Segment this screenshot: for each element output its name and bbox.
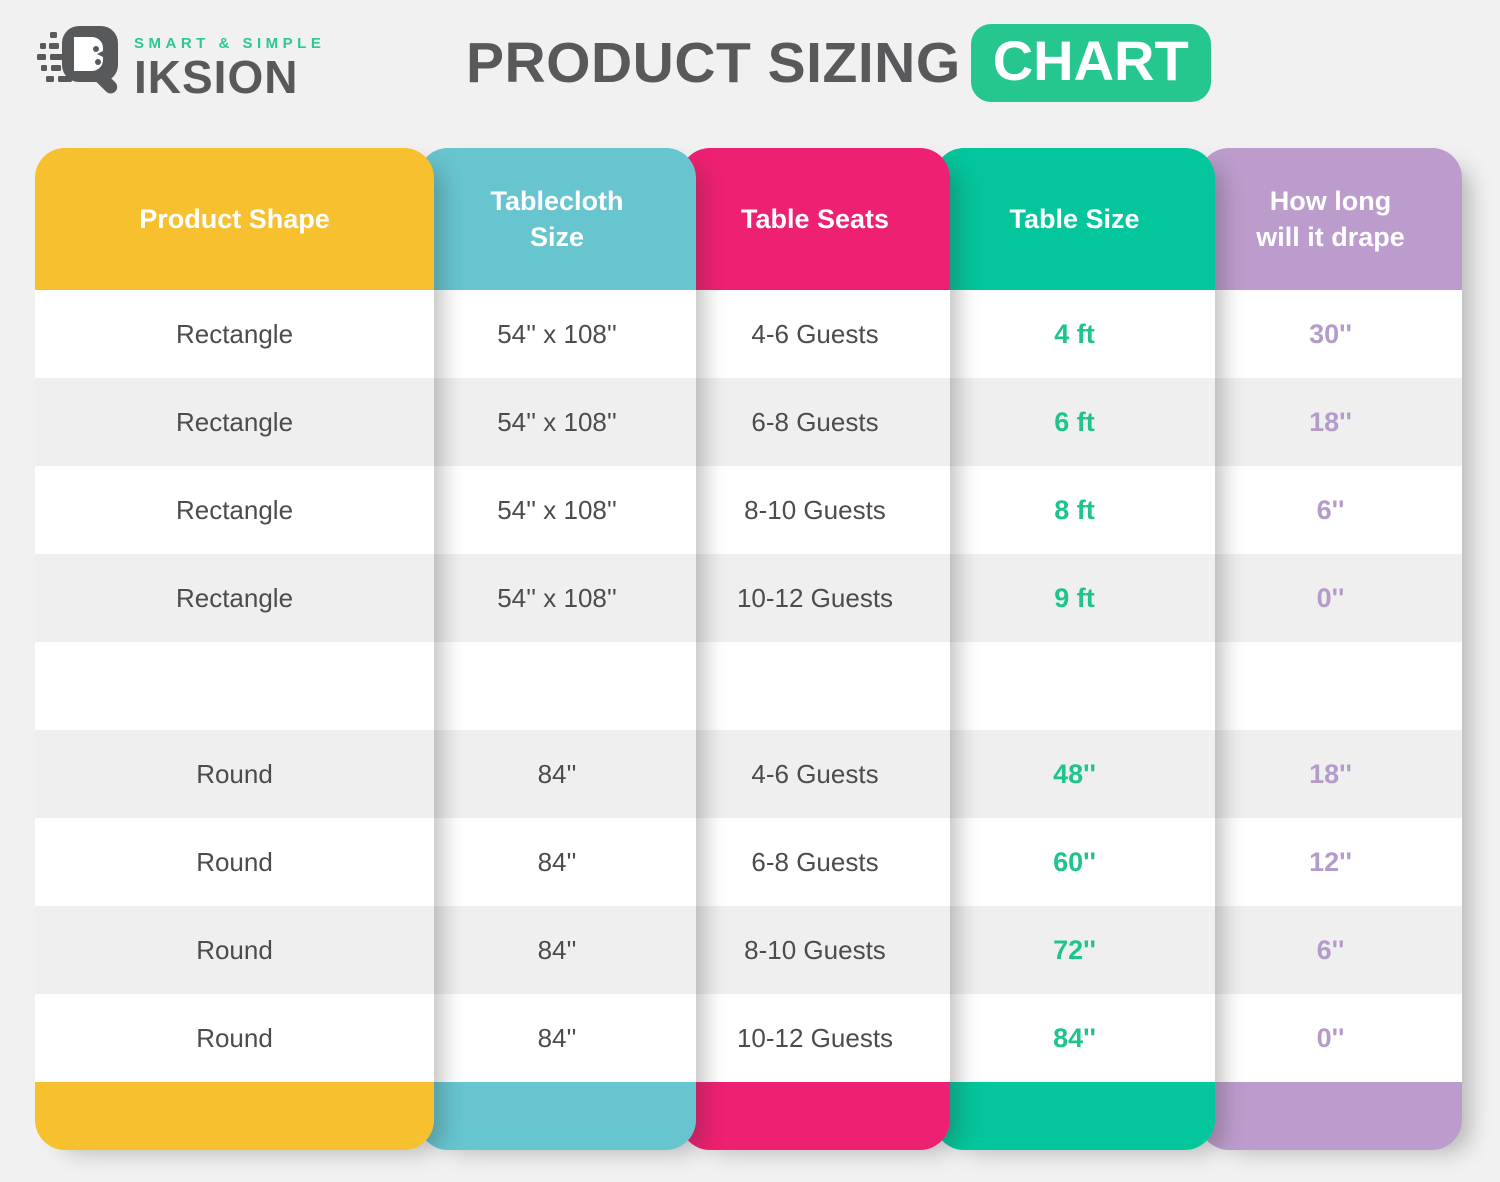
column-footer-table-seats <box>680 1082 950 1150</box>
page-title-text: PRODUCT SIZING <box>466 31 961 95</box>
column-footer-tablecloth-size <box>418 1082 696 1150</box>
column-header-table-seats: Table Seats <box>680 148 950 290</box>
brand-name: IKSION <box>134 51 299 103</box>
table-cell: 4 ft <box>934 290 1215 378</box>
column-body-table-seats: 4-6 Guests 6-8 Guests 8-10 Guests 10-12 … <box>680 290 950 1082</box>
table-cell: Rectangle <box>35 554 434 642</box>
table-cell: 6'' <box>1199 906 1462 994</box>
table-cell: 84'' <box>418 906 696 994</box>
brand-logo: SMART & SIMPLE IKSION <box>36 24 325 102</box>
table-cell <box>418 642 696 730</box>
table-cell: 8-10 Guests <box>680 466 950 554</box>
table-cell: 12'' <box>1199 818 1462 906</box>
column-body-tablecloth-size: 54'' x 108'' 54'' x 108'' 54'' x 108'' 5… <box>418 290 696 1082</box>
table-cell: 6'' <box>1199 466 1462 554</box>
table-cell: 6-8 Guests <box>680 818 950 906</box>
page-title: PRODUCT SIZING CHART <box>466 20 1211 106</box>
column-card-product-shape: Product Shape Rectangle Rectangle Rectan… <box>35 148 434 1150</box>
table-cell: 0'' <box>1199 994 1462 1082</box>
table-cell: 8-10 Guests <box>680 906 950 994</box>
table-cell: 30'' <box>1199 290 1462 378</box>
column-body-product-shape: Rectangle Rectangle Rectangle Rectangle … <box>35 290 434 1082</box>
column-header-product-shape: Product Shape <box>35 148 434 290</box>
table-cell: 10-12 Guests <box>680 554 950 642</box>
table-cell <box>1199 642 1462 730</box>
table-cell <box>934 642 1215 730</box>
table-cell: 54'' x 108'' <box>418 290 696 378</box>
column-header-table-size: Table Size <box>934 148 1215 290</box>
column-header-drape: How long will it drape <box>1199 148 1462 290</box>
table-cell: 4-6 Guests <box>680 290 950 378</box>
sizing-chart: Product Shape Rectangle Rectangle Rectan… <box>35 148 1462 1150</box>
table-cell: 84'' <box>418 994 696 1082</box>
column-footer-product-shape <box>35 1082 434 1150</box>
table-cell: 6 ft <box>934 378 1215 466</box>
table-cell: 84'' <box>418 818 696 906</box>
table-cell: 18'' <box>1199 730 1462 818</box>
brand-tagline: SMART & SIMPLE <box>134 35 326 52</box>
table-cell: 0'' <box>1199 554 1462 642</box>
column-footer-drape <box>1199 1082 1462 1150</box>
page-title-badge: CHART <box>970 24 1211 102</box>
table-cell: 4-6 Guests <box>680 730 950 818</box>
table-cell: Rectangle <box>35 290 434 378</box>
table-cell: 84'' <box>418 730 696 818</box>
table-cell: 6-8 Guests <box>680 378 950 466</box>
table-cell: 9 ft <box>934 554 1215 642</box>
qiksion-q-icon <box>37 26 118 94</box>
brand-text: SMART & SIMPLE IKSION <box>134 35 325 102</box>
table-cell <box>35 642 434 730</box>
table-cell: 54'' x 108'' <box>418 554 696 642</box>
column-card-tablecloth-size: Tablecloth Size 54'' x 108'' 54'' x 108'… <box>418 148 696 1150</box>
table-cell: 18'' <box>1199 378 1462 466</box>
table-cell: Round <box>35 906 434 994</box>
table-cell: 60'' <box>934 818 1215 906</box>
table-cell: Rectangle <box>35 466 434 554</box>
table-cell: Round <box>35 730 434 818</box>
column-card-table-size: Table Size 4 ft 6 ft 8 ft 9 ft 48'' 60''… <box>934 148 1215 1150</box>
table-cell: 72'' <box>934 906 1215 994</box>
table-cell: 10-12 Guests <box>680 994 950 1082</box>
column-body-drape: 30'' 18'' 6'' 0'' 18'' 12'' 6'' 0'' <box>1199 290 1462 1082</box>
table-cell: Round <box>35 818 434 906</box>
column-header-tablecloth-size: Tablecloth Size <box>418 148 696 290</box>
column-card-table-seats: Table Seats 4-6 Guests 6-8 Guests 8-10 G… <box>680 148 950 1150</box>
table-cell: 54'' x 108'' <box>418 378 696 466</box>
table-cell: Round <box>35 994 434 1082</box>
table-cell: 48'' <box>934 730 1215 818</box>
table-cell: 84'' <box>934 994 1215 1082</box>
column-card-drape: How long will it drape 30'' 18'' 6'' 0''… <box>1199 148 1462 1150</box>
table-cell: 54'' x 108'' <box>418 466 696 554</box>
table-cell: 8 ft <box>934 466 1215 554</box>
table-cell: Rectangle <box>35 378 434 466</box>
column-footer-table-size <box>934 1082 1215 1150</box>
table-cell <box>680 642 950 730</box>
column-body-table-size: 4 ft 6 ft 8 ft 9 ft 48'' 60'' 72'' 84'' <box>934 290 1215 1082</box>
